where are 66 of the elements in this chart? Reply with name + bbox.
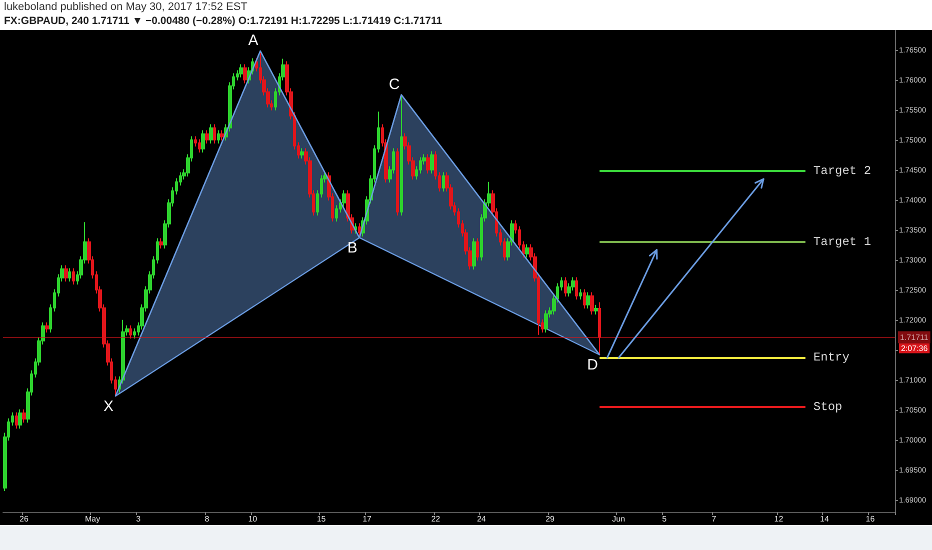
ref-line-label: Target 2 (813, 164, 872, 178)
candlestick (358, 222, 361, 238)
x-tick-label: 26 (20, 514, 29, 524)
x-tick-label: 3 (136, 514, 142, 524)
candlestick (525, 244, 529, 258)
x-tick-label: 17 (362, 514, 372, 524)
candlestick (400, 94, 403, 216)
candlestick (430, 150, 434, 174)
annotation: X (103, 398, 114, 416)
x-tick-label: 15 (316, 514, 326, 524)
candlestick (198, 138, 201, 153)
x-tick-label: 10 (248, 514, 258, 524)
ref-line-label: Stop (813, 400, 842, 414)
candlestick (442, 172, 445, 192)
candlestick (594, 304, 598, 316)
x-tick-label: 5 (662, 514, 668, 524)
x-tick-label: 12 (774, 514, 784, 524)
candlestick (243, 64, 247, 84)
candlestick (129, 324, 132, 340)
candlestick (64, 264, 68, 282)
ref-line-label: Entry (813, 350, 850, 365)
candlestick (220, 130, 224, 141)
candlestick (564, 276, 567, 298)
chart-title: lukeboland published on May 30, 2017 17:52 EST (4, 1, 248, 13)
text: 2:07:36 (901, 344, 928, 353)
ref-line-label: Target 1 (813, 234, 872, 249)
candlestick (575, 276, 578, 300)
candlestick (426, 154, 430, 174)
candlestick (544, 310, 548, 334)
x-tick-label: 7 (712, 514, 717, 524)
candlestick (476, 238, 479, 261)
candlestick (579, 288, 582, 300)
candlestick (18, 408, 22, 430)
x-tick-label: May (85, 514, 100, 524)
x-tick-label: Jun (612, 514, 626, 524)
ref-line-label: 1.71711 (900, 332, 929, 342)
chart-subtitle: FX:GBPAUD, 240 1.71711 ▼ −0.00480 (−0.28%) O:1.72191 H:1.72295 L:1.71419 C:1.71711 (4, 15, 442, 27)
annotation: D (587, 356, 598, 374)
candlestick (217, 130, 220, 144)
candlestick (68, 268, 71, 282)
x-tick-label: 22 (431, 514, 441, 524)
candlestick (239, 64, 243, 78)
candlestick (201, 130, 205, 153)
x-tick-label: 24 (476, 514, 486, 524)
candlestick (583, 288, 586, 310)
candlestick (586, 292, 590, 310)
candlestick (22, 408, 26, 424)
candlestick (590, 292, 594, 316)
x-tick-label: 8 (204, 514, 210, 524)
candlestick (598, 302, 601, 356)
candlestick (45, 322, 49, 334)
x-tick-label: 14 (820, 514, 830, 524)
annotation: A (248, 32, 258, 50)
candlestick (72, 268, 75, 286)
x-tick-label: 29 (546, 514, 556, 524)
candlestick (209, 124, 213, 144)
candlestick (472, 238, 476, 270)
candlestick (396, 148, 399, 216)
candlestick (300, 148, 304, 159)
annotation: B (347, 240, 358, 257)
candlestick (205, 130, 209, 144)
x-tick-label: 16 (866, 514, 876, 524)
annotation: C (388, 76, 400, 93)
candlestick (213, 124, 216, 144)
candlestick (159, 238, 163, 249)
candlestick (15, 412, 18, 430)
